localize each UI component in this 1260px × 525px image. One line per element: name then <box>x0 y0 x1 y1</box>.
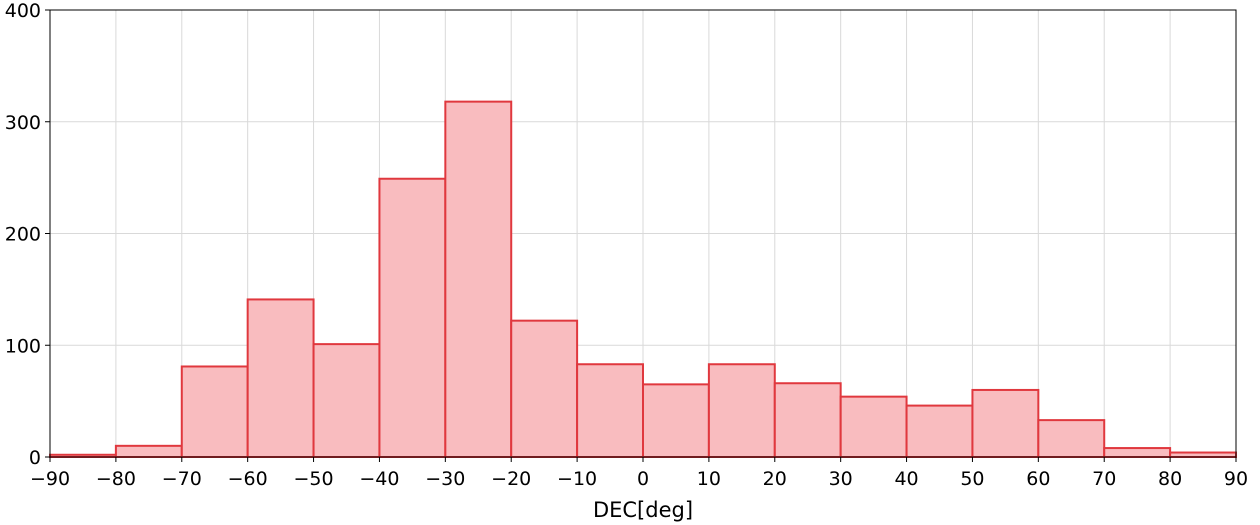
histogram-bar <box>905 404 974 458</box>
histogram-bar <box>444 100 513 458</box>
x-tick-label: 80 <box>1158 468 1182 490</box>
histogram-bar <box>180 365 249 459</box>
histogram-bar <box>773 382 842 458</box>
x-tick-label: 40 <box>894 468 918 490</box>
x-tick-label: −50 <box>294 468 334 490</box>
x-axis-label: DEC[deg] <box>593 498 693 522</box>
bars <box>49 100 1237 459</box>
histogram-bar <box>114 444 183 459</box>
x-tick-label: −40 <box>359 468 399 490</box>
x-tick-label: 90 <box>1224 468 1248 490</box>
y-tick-label: 400 <box>5 0 41 22</box>
histogram-bar <box>510 319 579 459</box>
histogram-bar <box>576 363 644 458</box>
x-tick-label: 50 <box>960 468 984 490</box>
x-tick-label: −60 <box>228 468 268 490</box>
y-tick-label: 0 <box>29 447 41 469</box>
grid-lines <box>49 9 1237 458</box>
x-tick-label: −70 <box>162 468 202 490</box>
y-axis-ticks: 0 100 200 300 400 <box>5 0 50 469</box>
x-tick-label: −30 <box>425 468 465 490</box>
histogram-bar <box>839 395 908 458</box>
x-tick-label: 30 <box>829 468 853 490</box>
y-tick-label: 100 <box>5 335 41 357</box>
x-tick-label: −80 <box>96 468 136 490</box>
x-tick-label: 0 <box>637 468 649 490</box>
histogram-bar <box>1103 447 1172 458</box>
x-tick-label: −20 <box>491 468 531 490</box>
histogram-bar <box>1169 451 1237 458</box>
x-tick-label: −10 <box>557 468 597 490</box>
x-tick-label: 20 <box>763 468 787 490</box>
histogram-bar <box>246 298 315 458</box>
histogram-bar <box>642 383 710 458</box>
histogram-bar <box>312 343 381 459</box>
histogram-bar <box>707 363 776 458</box>
y-tick-label: 200 <box>5 224 41 246</box>
histogram-bar <box>971 388 1040 459</box>
x-tick-label: −90 <box>30 468 70 490</box>
histogram-bar <box>378 177 447 458</box>
x-tick-label: 70 <box>1092 468 1116 490</box>
histogram-bar <box>1037 419 1106 458</box>
x-tick-label: 10 <box>697 468 721 490</box>
x-tick-label: 60 <box>1026 468 1050 490</box>
y-tick-label: 300 <box>5 112 41 134</box>
x-axis-ticks: −90 −80 −70 −60 −50 −40 −30 −20 −10 0 10 20 30 40 50 60… <box>30 457 1248 490</box>
